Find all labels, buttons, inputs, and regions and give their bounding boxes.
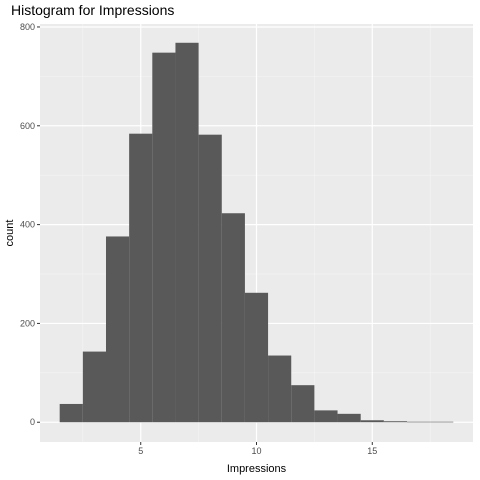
histogram-bar: [430, 421, 454, 423]
histogram-bar: [383, 421, 408, 423]
y-tick-label: 400: [20, 220, 35, 230]
histogram-bar: [360, 420, 384, 423]
histogram-bar: [268, 355, 292, 423]
y-axis-ticks: 0 200 400 600 800: [20, 22, 40, 427]
histogram-bar: [105, 236, 130, 423]
y-tick-label: 600: [20, 121, 35, 131]
y-tick-label: 0: [30, 417, 35, 427]
chart-title: Histogram for Impressions: [11, 2, 174, 18]
histogram-bar: [314, 410, 338, 423]
histogram-bar: [337, 413, 361, 423]
x-axis-ticks: 5 10 15: [138, 442, 377, 456]
histogram-bar: [82, 351, 106, 423]
y-axis-title: count: [4, 220, 16, 247]
y-tick-label: 800: [20, 22, 35, 32]
histogram-bar: [175, 42, 199, 423]
histogram-bar: [198, 134, 222, 423]
histogram-bar: [152, 52, 176, 423]
histogram-bars: [59, 42, 454, 423]
y-tick-label: 200: [20, 318, 35, 328]
histogram-bar: [244, 292, 269, 423]
histogram-bar: [291, 385, 315, 423]
x-tick-label: 10: [251, 446, 261, 456]
histogram-bar: [59, 403, 83, 423]
x-tick-label: 5: [138, 446, 143, 456]
histogram-bar: [129, 133, 153, 423]
x-axis-title: Impressions: [227, 463, 287, 475]
x-tick-label: 15: [367, 446, 377, 456]
histogram-bar: [221, 213, 245, 423]
histogram-bar: [407, 421, 431, 423]
